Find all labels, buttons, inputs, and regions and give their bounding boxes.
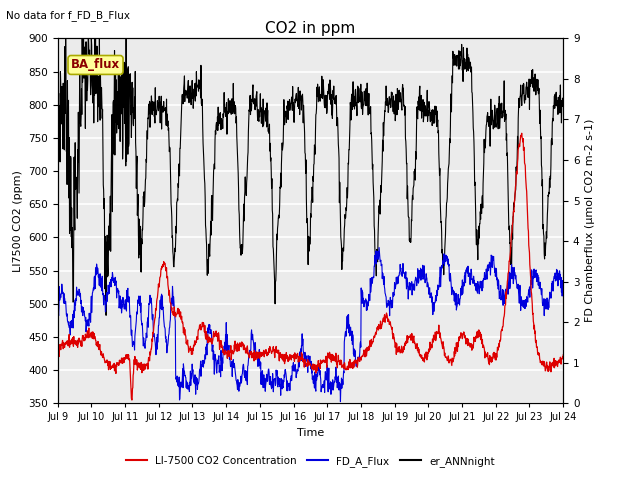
Text: BA_flux: BA_flux bbox=[71, 59, 120, 72]
Legend: LI-7500 CO2 Concentration, FD_A_Flux, er_ANNnight: LI-7500 CO2 Concentration, FD_A_Flux, er… bbox=[122, 452, 499, 471]
Text: No data for f_FD_B_Flux: No data for f_FD_B_Flux bbox=[6, 10, 131, 21]
X-axis label: Time: Time bbox=[297, 428, 324, 438]
Y-axis label: FD Chamberflux (μmol CO2 m-2 s-1): FD Chamberflux (μmol CO2 m-2 s-1) bbox=[585, 119, 595, 323]
Title: CO2 in ppm: CO2 in ppm bbox=[265, 21, 356, 36]
Y-axis label: LI7500 CO2 (ppm): LI7500 CO2 (ppm) bbox=[13, 170, 22, 272]
